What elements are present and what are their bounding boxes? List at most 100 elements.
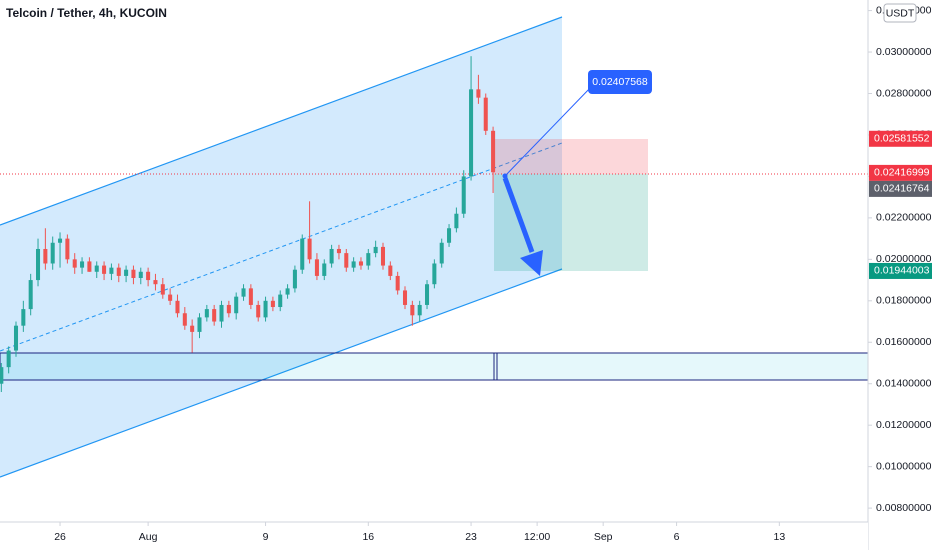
target-zone <box>494 174 648 271</box>
price-label: 0.02416999 <box>874 167 930 179</box>
y-tick-label: 0.02200000 <box>876 212 932 224</box>
support-zone <box>0 352 869 381</box>
price-label-box <box>869 130 932 147</box>
candle-body <box>344 253 349 268</box>
x-tick-label: 26 <box>54 531 66 543</box>
candle-body <box>65 238 70 260</box>
y-tick-label: 0.01000000 <box>876 460 932 472</box>
price-label: 0.02416764 <box>874 183 930 195</box>
x-tick-label: Aug <box>139 531 158 543</box>
channel-mid <box>0 142 563 352</box>
candle-body <box>116 267 121 276</box>
x-tick-label: 12:00 <box>524 531 550 543</box>
candle-body <box>410 304 415 316</box>
candle-body <box>138 271 143 278</box>
candle-body <box>447 228 452 243</box>
candle-body <box>182 313 187 326</box>
candle-body <box>6 350 11 368</box>
channel-upper <box>0 16 563 226</box>
candle-body <box>234 296 239 314</box>
candle-body <box>102 265 107 274</box>
x-tick-label: 16 <box>362 531 374 543</box>
candle-body <box>197 317 202 332</box>
x-tick-label: Sep <box>594 531 613 543</box>
currency-box <box>883 3 917 23</box>
time-axis <box>0 522 868 550</box>
candle-body <box>402 290 408 305</box>
candle-body <box>241 288 246 297</box>
y-tick-label: 0.02000000 <box>876 253 932 265</box>
y-tick-label: 0.01200000 <box>876 419 932 431</box>
candle-body <box>190 325 195 332</box>
candle-body <box>322 263 327 276</box>
candle-body <box>300 238 305 270</box>
x-tick-label: 13 <box>773 531 785 543</box>
candle-body <box>373 246 378 254</box>
candle-body <box>314 259 319 276</box>
candle-body <box>0 367 4 384</box>
stop-zone <box>494 139 648 174</box>
candle-body <box>248 288 253 305</box>
candle-body <box>87 261 92 272</box>
candle-body <box>432 263 437 285</box>
price-label: 0.02581552 <box>874 133 930 145</box>
candle-body <box>380 246 386 266</box>
y-tick-label: 0.03000000 <box>876 46 932 58</box>
candle-body <box>307 238 312 260</box>
y-tick-label: 0.01800000 <box>876 295 932 307</box>
candle-body <box>131 269 136 278</box>
candle-body <box>175 300 180 314</box>
candle-body <box>219 304 224 322</box>
candle-body <box>351 261 356 268</box>
candle-body <box>146 271 151 281</box>
candle-body <box>72 259 77 268</box>
arrow-shaft <box>502 177 535 253</box>
candle-body <box>417 304 422 316</box>
candle-body <box>256 304 261 318</box>
x-tick-label: 6 <box>674 531 680 543</box>
candle-body <box>285 288 290 295</box>
candle-body <box>168 294 173 301</box>
candle-body <box>469 89 474 177</box>
candle-body <box>388 265 393 276</box>
x-tick-label: 9 <box>263 531 269 543</box>
candle-body <box>36 248 41 281</box>
candle-body <box>439 242 444 264</box>
candle-body <box>28 280 33 310</box>
candle-body <box>270 300 275 308</box>
callout-leader <box>504 85 593 177</box>
candle-body <box>366 253 371 266</box>
candle-body <box>226 304 231 314</box>
candle-body <box>491 130 496 173</box>
candle-body <box>278 294 283 308</box>
candle-body <box>358 261 363 266</box>
candle-body <box>461 176 466 214</box>
price-label: 0.01944003 <box>874 265 930 277</box>
y-tick-label: 0.01400000 <box>876 378 932 390</box>
candle-body <box>109 267 114 274</box>
channel-fill <box>0 17 562 477</box>
candle-body <box>483 97 488 131</box>
y-tick-label: 0.00800000 <box>876 502 932 514</box>
candle-body <box>329 248 334 264</box>
candle-body <box>212 309 217 322</box>
currency-label: USDT <box>886 7 915 19</box>
channel-lower <box>0 268 563 478</box>
candle-body <box>50 242 55 264</box>
candle-body <box>204 309 209 318</box>
arrow-head <box>520 250 543 276</box>
price-label-box <box>869 164 932 181</box>
candle-body <box>94 265 99 272</box>
x-tick-label: 23 <box>465 531 477 543</box>
y-tick-label: 0.02800000 <box>876 87 932 99</box>
price-label-box <box>869 262 932 279</box>
callout-anchor <box>502 173 508 179</box>
candle-body <box>336 248 341 254</box>
candle-body <box>160 284 165 295</box>
candle-body <box>58 238 63 243</box>
candle-body <box>124 269 129 276</box>
candle-body <box>263 300 268 318</box>
candle-body <box>292 269 297 289</box>
candle-body <box>395 275 400 291</box>
